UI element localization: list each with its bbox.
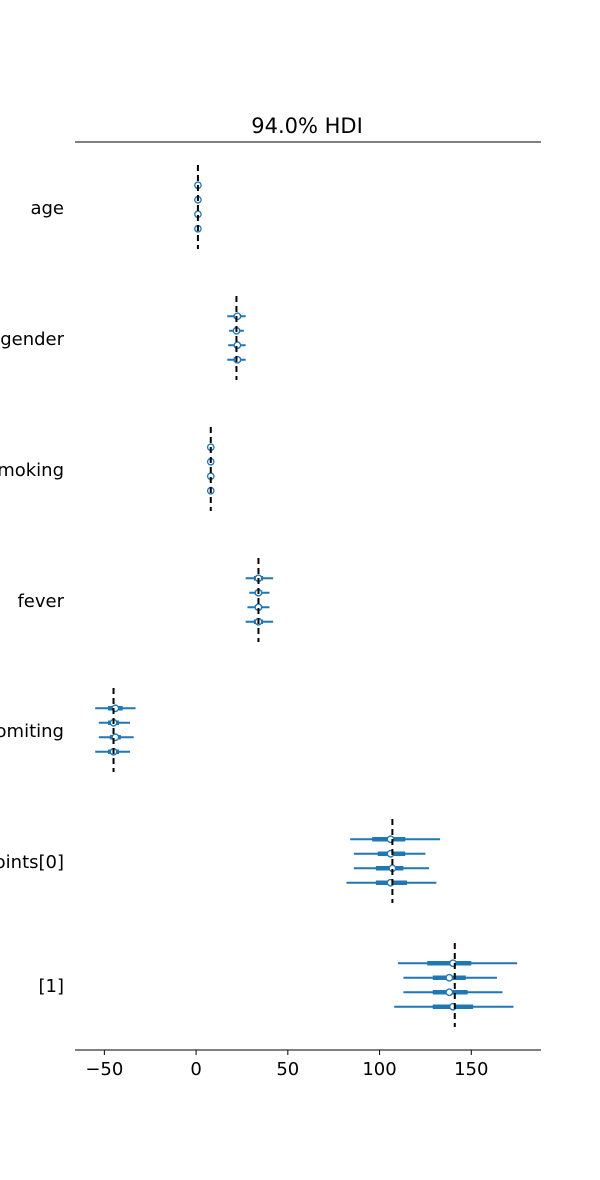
x-axis: −50 0 50 100 150: [85, 1050, 488, 1080]
forest-row: age: [30, 165, 202, 249]
row-label: fever: [17, 591, 64, 612]
chart-title: 94.0% HDI: [251, 114, 363, 138]
forest-row: [1]: [39, 943, 518, 1027]
rows-layer: age gender moking fever omiting oints[0] [1]: [0, 165, 518, 1027]
forest-row: fever: [17, 558, 274, 642]
row-label: gender: [0, 329, 64, 350]
x-tick-label: 150: [454, 1059, 488, 1080]
row-label: [1]: [39, 976, 65, 997]
x-tick-label: 50: [276, 1059, 299, 1080]
row-label: moking: [0, 460, 64, 481]
row-label: oints[0]: [0, 852, 64, 873]
mean-point-marker: [445, 988, 454, 997]
x-tick-label: 0: [190, 1059, 201, 1080]
row-label: omiting: [0, 721, 64, 742]
x-tick-label: 100: [362, 1059, 396, 1080]
forest-row: gender: [0, 296, 246, 380]
forest-row: moking: [0, 427, 215, 511]
x-tick-label: −50: [85, 1059, 123, 1080]
row-label: age: [30, 198, 64, 219]
forest-row: omiting: [0, 688, 136, 772]
mean-point-marker: [445, 973, 454, 982]
forest-row: oints[0]: [0, 819, 441, 903]
